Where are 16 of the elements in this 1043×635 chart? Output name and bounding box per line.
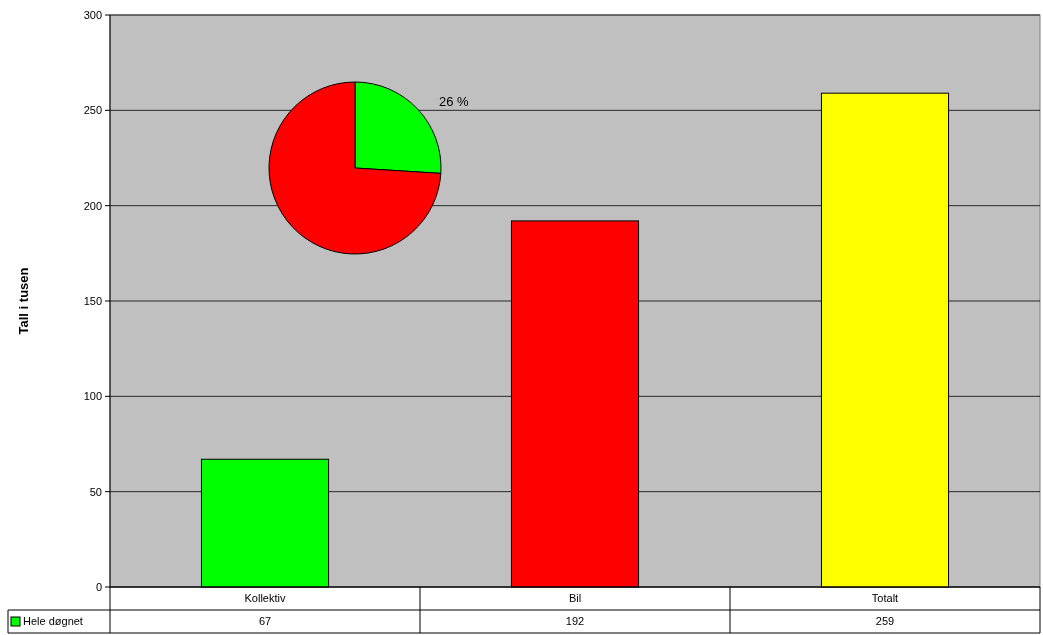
y-tick-label: 250 <box>83 104 102 117</box>
y-tick-label: 150 <box>83 294 102 307</box>
y-tick-label: 200 <box>83 199 102 212</box>
data-label: 259 <box>875 615 895 628</box>
x-tick-label: Bil <box>568 592 582 605</box>
data-label: 192 <box>565 615 585 628</box>
y-tick-label: 300 <box>83 8 102 21</box>
x-tick-label: Totalt <box>871 592 899 605</box>
y-tick-label: 50 <box>89 485 102 498</box>
y-tick-label: 100 <box>83 390 102 403</box>
y-tick-label: 0 <box>95 580 102 593</box>
data-label: 26 % <box>438 94 469 110</box>
data-label: 67 <box>258 615 272 628</box>
x-tick-label: Kollektiv <box>244 592 286 605</box>
y-axis-title: Tall i tusen <box>16 267 31 335</box>
legend-label: Hele døgnet <box>23 615 83 628</box>
